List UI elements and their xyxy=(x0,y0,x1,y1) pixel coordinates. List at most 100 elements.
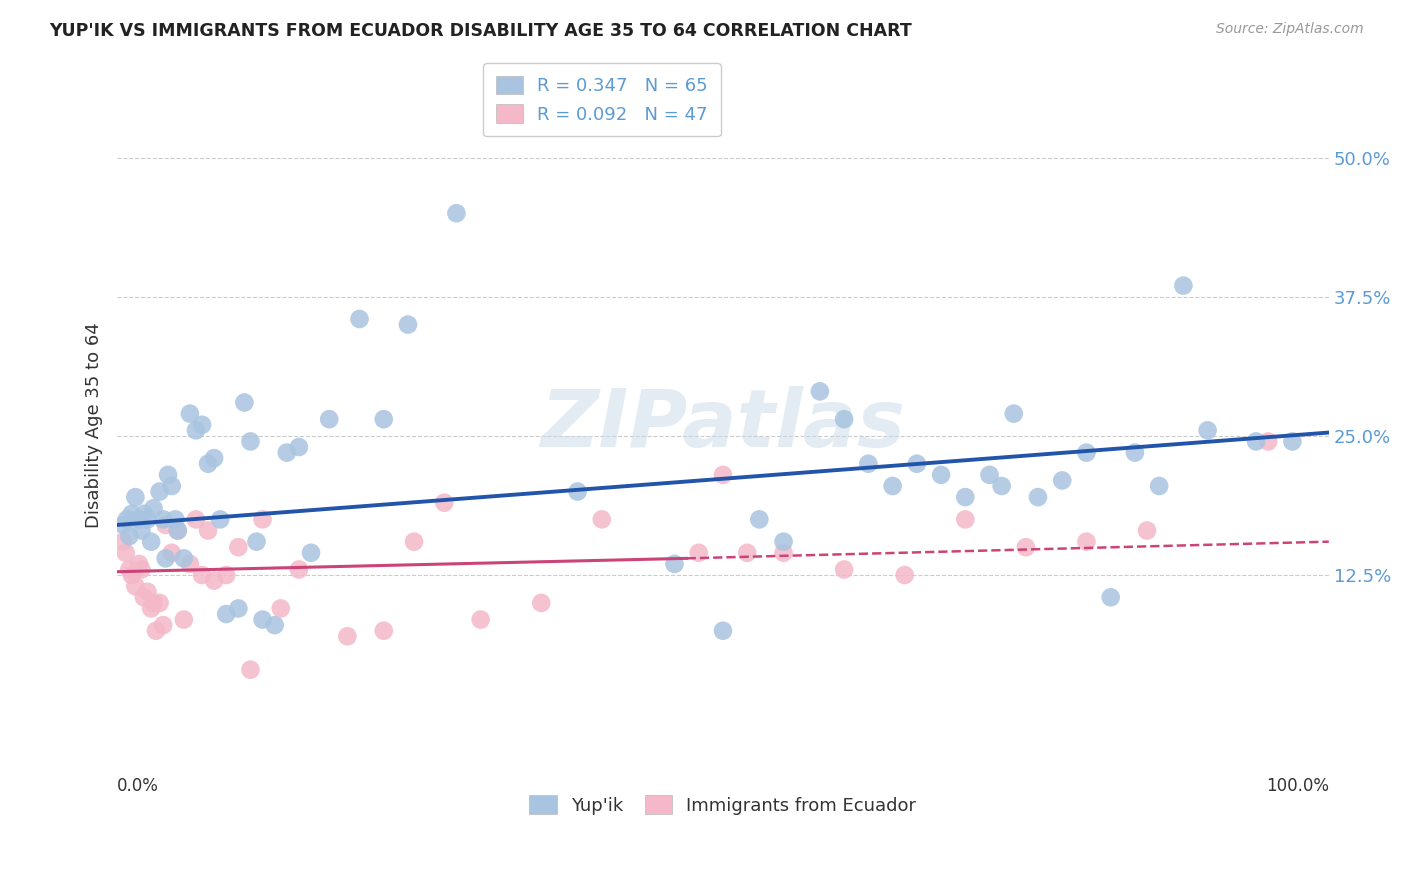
Point xyxy=(115,512,138,526)
Point xyxy=(470,613,492,627)
Point xyxy=(139,601,162,615)
Point xyxy=(905,457,928,471)
Point xyxy=(239,663,262,677)
Point xyxy=(396,318,419,332)
Point xyxy=(1002,407,1025,421)
Point xyxy=(202,574,225,588)
Point xyxy=(114,546,136,560)
Point xyxy=(299,546,322,560)
Point xyxy=(1050,474,1073,488)
Point xyxy=(202,451,225,466)
Point xyxy=(160,546,183,560)
Point xyxy=(131,562,153,576)
Point xyxy=(121,568,143,582)
Point xyxy=(748,512,770,526)
Point xyxy=(402,534,425,549)
Point xyxy=(124,490,146,504)
Point xyxy=(157,467,180,482)
Point xyxy=(173,613,195,627)
Point xyxy=(166,524,188,538)
Point xyxy=(239,434,262,449)
Point xyxy=(1173,278,1195,293)
Point xyxy=(1026,490,1049,504)
Point xyxy=(373,412,395,426)
Point xyxy=(118,529,141,543)
Point xyxy=(179,557,201,571)
Point xyxy=(808,384,831,399)
Point xyxy=(112,534,135,549)
Point xyxy=(252,613,274,627)
Point xyxy=(288,562,311,576)
Point xyxy=(979,467,1001,482)
Y-axis label: Disability Age 35 to 64: Disability Age 35 to 64 xyxy=(86,322,103,528)
Point xyxy=(530,596,553,610)
Point xyxy=(955,490,977,504)
Point xyxy=(112,518,135,533)
Point xyxy=(711,624,734,638)
Point xyxy=(118,562,141,576)
Point xyxy=(1076,445,1098,459)
Point xyxy=(215,568,238,582)
Point xyxy=(149,484,172,499)
Point xyxy=(893,568,915,582)
Point xyxy=(318,412,340,426)
Point xyxy=(155,518,177,533)
Text: ZIPatlas: ZIPatlas xyxy=(540,385,905,464)
Point xyxy=(336,629,359,643)
Point xyxy=(664,557,686,571)
Point xyxy=(1076,534,1098,549)
Point xyxy=(832,562,855,576)
Point xyxy=(149,596,172,610)
Point xyxy=(184,423,207,437)
Point xyxy=(131,524,153,538)
Point xyxy=(152,512,174,526)
Point xyxy=(567,484,589,499)
Point xyxy=(136,584,159,599)
Point xyxy=(1147,479,1170,493)
Point xyxy=(179,407,201,421)
Point xyxy=(446,206,468,220)
Point xyxy=(858,457,880,471)
Point xyxy=(1257,434,1279,449)
Point xyxy=(929,467,952,482)
Point xyxy=(349,312,371,326)
Legend: Yup'ik, Immigrants from Ecuador: Yup'ik, Immigrants from Ecuador xyxy=(519,784,928,825)
Point xyxy=(166,524,188,538)
Text: 0.0%: 0.0% xyxy=(117,777,159,795)
Point xyxy=(735,546,758,560)
Point xyxy=(270,601,292,615)
Point xyxy=(128,512,150,526)
Point xyxy=(139,534,162,549)
Point xyxy=(215,607,238,621)
Point xyxy=(772,534,794,549)
Point xyxy=(772,546,794,560)
Point xyxy=(1281,434,1303,449)
Text: YUP'IK VS IMMIGRANTS FROM ECUADOR DISABILITY AGE 35 TO 64 CORRELATION CHART: YUP'IK VS IMMIGRANTS FROM ECUADOR DISABI… xyxy=(49,22,912,40)
Point xyxy=(882,479,904,493)
Point xyxy=(173,551,195,566)
Point xyxy=(145,624,167,638)
Point xyxy=(197,457,219,471)
Text: 100.0%: 100.0% xyxy=(1265,777,1329,795)
Point xyxy=(711,467,734,482)
Point xyxy=(433,496,456,510)
Point xyxy=(142,501,165,516)
Point xyxy=(228,601,250,615)
Point xyxy=(688,546,710,560)
Point xyxy=(197,524,219,538)
Point xyxy=(191,568,214,582)
Point xyxy=(591,512,613,526)
Point xyxy=(1099,591,1122,605)
Point xyxy=(832,412,855,426)
Point xyxy=(955,512,977,526)
Point xyxy=(1136,524,1159,538)
Point xyxy=(124,579,146,593)
Point xyxy=(191,417,214,432)
Point xyxy=(155,551,177,566)
Point xyxy=(276,445,298,459)
Point xyxy=(142,596,165,610)
Point xyxy=(160,479,183,493)
Text: Source: ZipAtlas.com: Source: ZipAtlas.com xyxy=(1216,22,1364,37)
Point xyxy=(245,534,267,549)
Point xyxy=(136,512,159,526)
